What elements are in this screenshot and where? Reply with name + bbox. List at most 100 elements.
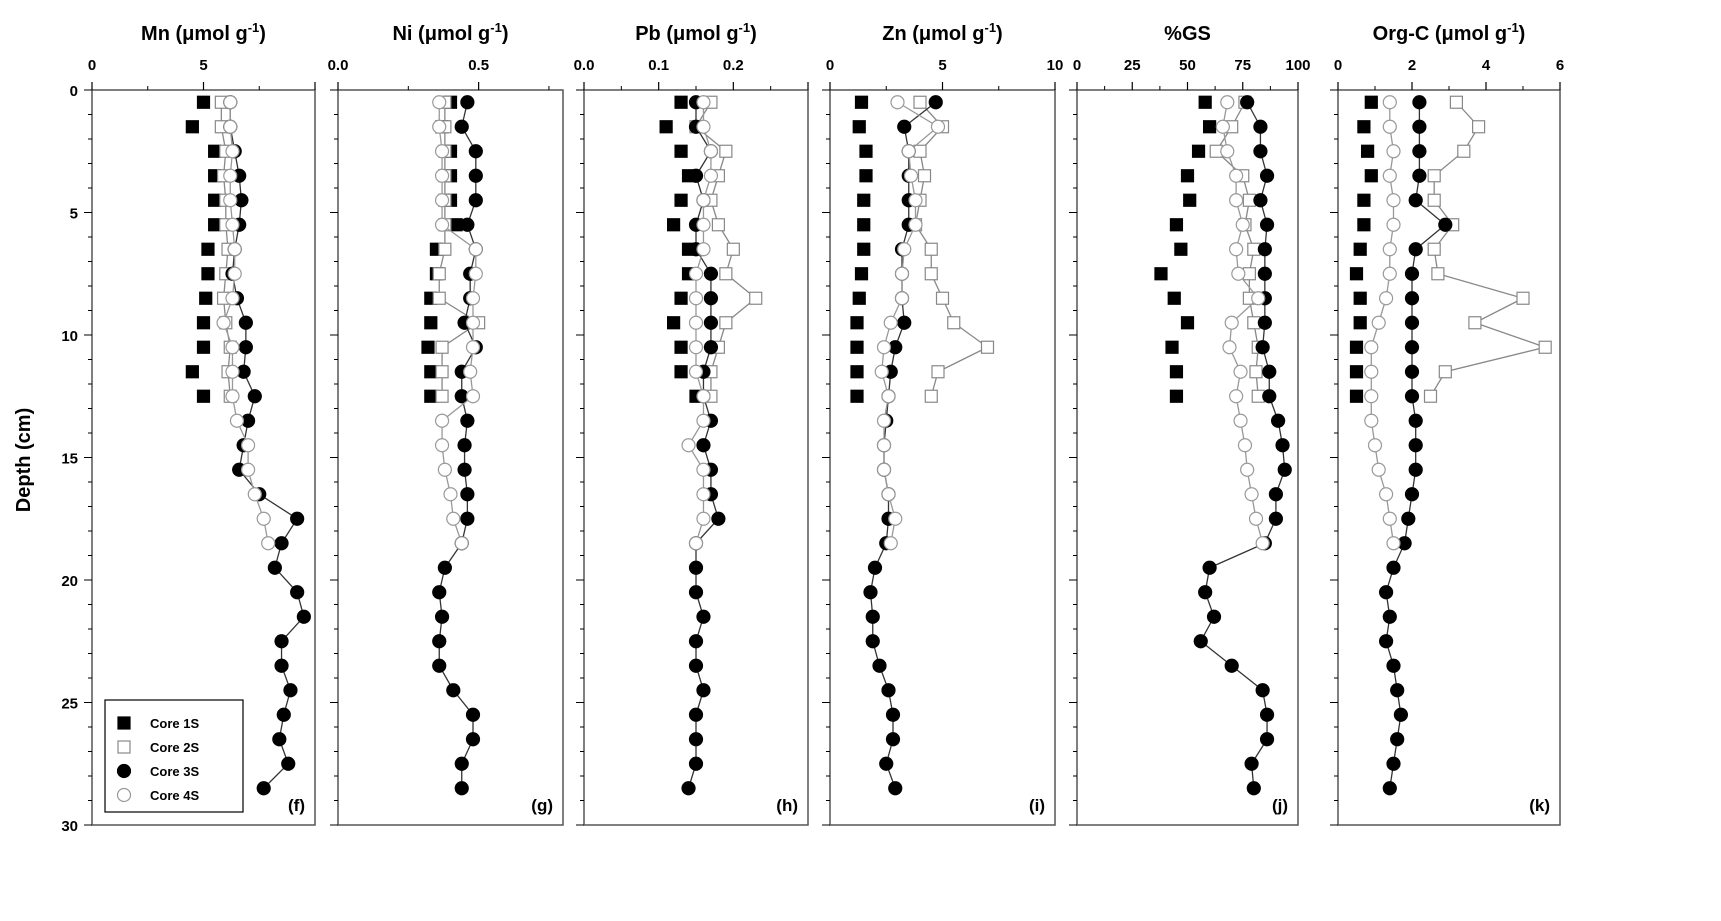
- data-point-core-2: [867, 560, 883, 575]
- data-point-core-0: [1364, 95, 1378, 109]
- x-tick-label: 0: [826, 57, 834, 74]
- title-text: %GS: [1164, 23, 1211, 45]
- data-point-core-2: [1401, 511, 1416, 526]
- data-point-core-2: [703, 266, 719, 281]
- data-point-core-3: [468, 242, 483, 257]
- legend-marker: [116, 763, 132, 779]
- data-point-core-3: [1382, 242, 1397, 257]
- data-point-core-2: [1262, 364, 1277, 379]
- data-point-core-3: [1233, 364, 1248, 379]
- data-point-core-2: [1393, 707, 1409, 722]
- data-point-core-0: [852, 120, 866, 134]
- x-tick-label: 100: [1285, 57, 1310, 74]
- data-point-core-3: [696, 511, 711, 526]
- data-point-core-3: [894, 266, 910, 281]
- data-point-core-2: [290, 585, 305, 600]
- data-point-core-2: [1382, 609, 1397, 624]
- panel-frame: [1337, 89, 1561, 826]
- data-point-core-2: [432, 634, 447, 649]
- data-point-core-2: [1408, 438, 1423, 453]
- data-point-core-3: [1371, 315, 1386, 330]
- data-point-core-2: [454, 756, 469, 771]
- data-point-core-1: [935, 291, 950, 305]
- data-point-core-2: [465, 732, 481, 747]
- data-point-core-3: [908, 193, 923, 208]
- depth-tick-label: 0: [70, 83, 78, 100]
- data-point-core-2: [437, 560, 452, 575]
- data-point-core-3: [1244, 487, 1259, 502]
- data-point-core-2: [1244, 756, 1259, 771]
- data-point-core-2: [897, 119, 912, 134]
- data-point-core-2: [696, 683, 711, 698]
- data-point-core-0: [208, 218, 222, 232]
- panel-label: (h): [776, 796, 798, 815]
- data-point-core-2: [1253, 144, 1268, 159]
- legend-item-0: Core 1S: [117, 716, 199, 731]
- data-point-core-0: [1165, 340, 1179, 354]
- panel-3: 0 5 10 Zn (μmol g-1) (i): [822, 20, 1063, 826]
- data-point-core-2: [703, 291, 719, 306]
- data-point-core-2: [446, 683, 461, 698]
- data-point-core-2: [1259, 732, 1275, 747]
- data-point-core-3: [434, 413, 450, 428]
- data-point-core-2: [460, 413, 475, 428]
- data-point-core-1: [1427, 193, 1441, 207]
- panel-title: Zn (μmol g-1): [882, 20, 1002, 45]
- data-point-core-1: [438, 242, 452, 256]
- data-point-core-2: [465, 707, 481, 722]
- data-point-core-2: [1268, 487, 1284, 502]
- data-point-core-2: [283, 683, 298, 698]
- title-close: ): [1519, 23, 1526, 45]
- data-point-core-2: [460, 487, 475, 502]
- data-point-core-2: [688, 634, 704, 649]
- data-point-core-0: [850, 365, 864, 379]
- data-point-core-2: [1253, 119, 1268, 134]
- data-point-core-1: [726, 242, 740, 256]
- x-tick-label: 0: [88, 57, 96, 74]
- data-point-core-2: [238, 340, 253, 355]
- data-point-core-0: [1357, 120, 1371, 134]
- data-point-core-3: [434, 193, 450, 208]
- data-point-core-2: [1255, 683, 1270, 698]
- data-point-core-3: [688, 291, 704, 306]
- data-point-core-0: [854, 267, 869, 281]
- data-point-core-3: [1237, 438, 1253, 453]
- data-point-core-3: [696, 217, 711, 232]
- data-point-core-3: [1222, 340, 1237, 355]
- data-point-core-2: [1277, 462, 1292, 477]
- data-point-core-3: [874, 364, 889, 379]
- data-point-core-2: [1275, 438, 1290, 453]
- data-point-core-0: [196, 340, 211, 354]
- data-point-core-3: [688, 364, 704, 379]
- data-point-core-0: [1357, 193, 1371, 207]
- data-point-core-0: [424, 389, 438, 403]
- legend-item-1: Core 2S: [117, 740, 199, 755]
- data-point-core-3: [465, 389, 481, 404]
- data-point-core-2: [696, 438, 711, 453]
- data-point-core-0: [859, 169, 873, 183]
- data-point-core-3: [876, 462, 892, 477]
- legend-marker: [116, 787, 132, 803]
- data-point-core-2: [1412, 168, 1427, 183]
- depth-axis: Depth (cm) 0 5 10 15 20 25 30: [13, 83, 78, 835]
- data-point-core-3: [688, 340, 704, 355]
- data-point-core-2: [468, 168, 483, 183]
- data-point-core-2: [863, 585, 878, 600]
- data-point-core-3: [437, 462, 452, 477]
- data-point-core-2: [272, 732, 287, 747]
- x-tick-label: 50: [1179, 57, 1196, 74]
- data-point-core-3: [696, 119, 711, 134]
- data-point-core-2: [1386, 560, 1401, 575]
- data-point-core-0: [1349, 267, 1364, 281]
- data-point-core-2: [688, 168, 704, 183]
- title-superscript: -1: [1507, 20, 1519, 35]
- data-point-core-2: [885, 707, 901, 722]
- data-point-core-2: [1257, 242, 1272, 257]
- data-point-core-3: [241, 462, 256, 477]
- data-point-core-1: [1468, 316, 1482, 330]
- data-point-core-2: [1408, 462, 1423, 477]
- data-point-core-1: [435, 340, 449, 354]
- data-point-core-2: [1259, 707, 1275, 722]
- title-close: ): [750, 23, 757, 45]
- data-point-core-1: [913, 95, 927, 109]
